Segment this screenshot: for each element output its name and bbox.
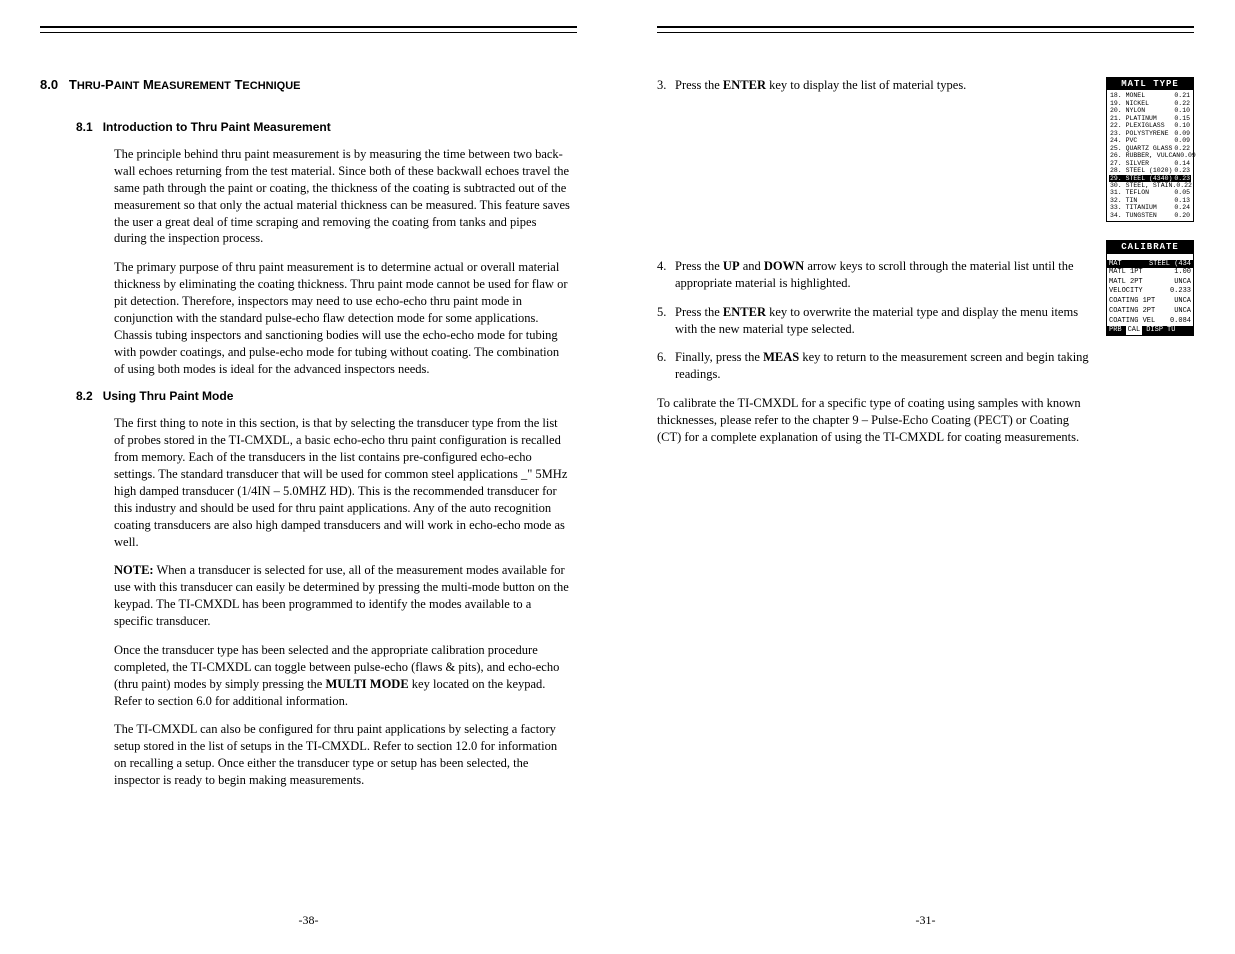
- lcd1-body: 18. MONEL0.2119. NICKEL0.2220. NYLON0.10…: [1107, 90, 1193, 221]
- lcd1-row: 20. NYLON0.10: [1109, 107, 1191, 114]
- lcd2-row: COATING 1PTUNCA: [1107, 297, 1193, 307]
- section-8-heading: 8.0 THRU-PAINT MEASUREMENT TECHNIQUE: [40, 77, 577, 92]
- lcd1-row: 21. PLATINUM0.15: [1109, 115, 1191, 122]
- right-text-column: 3. Press the ENTER key to display the li…: [657, 77, 1096, 446]
- lcd-calibrate: CALIBRATE MAT STEEL (434 MATL 1PT1.00MAT…: [1106, 240, 1194, 335]
- lcd2-row: MATL 2PTUNCA: [1107, 278, 1193, 288]
- para-8-1-b: The primary purpose of thru paint measur…: [40, 259, 577, 377]
- lcd1-row: 29. STEEL (4340)0.23: [1109, 175, 1191, 182]
- lcd1-row: 34. TUNGSTEN0.20: [1109, 212, 1191, 219]
- lcd1-row: 26. RUBBER, VULCAN0.09: [1109, 152, 1191, 159]
- figure-spacer: [657, 106, 1096, 258]
- lcd-matl-type: MATL TYPE 18. MONEL0.2119. NICKEL0.2220.…: [1106, 77, 1194, 222]
- para-8-2-c: The TI-CMXDL can also be configured for …: [40, 721, 577, 789]
- step-6: 6. Finally, press the MEAS key to return…: [657, 349, 1096, 383]
- lcd1-row: 28. STEEL (1020)0.23: [1109, 167, 1191, 174]
- header-rule: [657, 26, 1194, 33]
- lcd2-body: MAT STEEL (434 MATL 1PT1.00MATL 2PTUNCAV…: [1107, 254, 1193, 335]
- lcd1-row: 32. TIN0.13: [1109, 197, 1191, 204]
- lcd1-row: 31. TEFLON0.05: [1109, 189, 1191, 196]
- lcd1-row: 27. SILVER0.14: [1109, 160, 1191, 167]
- summary-paragraph: To calibrate the TI-CMXDL for a specific…: [657, 395, 1096, 446]
- header-rule: [40, 26, 577, 33]
- lcd2-row: COATING VEL0.084: [1107, 317, 1193, 327]
- lcd1-row: 23. POLYSTYRENE0.09: [1109, 130, 1191, 137]
- lcd1-row: 19. NICKEL0.22: [1109, 100, 1191, 107]
- lcd2-title: CALIBRATE: [1107, 241, 1193, 253]
- h1-num: 8.0: [40, 77, 58, 92]
- step-4: 4. Press the UP and DOWN arrow keys to s…: [657, 258, 1096, 292]
- section-8-2-heading: 8.2 Using Thru Paint Mode: [40, 389, 577, 403]
- lcd1-row: 24. PVC0.09: [1109, 137, 1191, 144]
- lcd1-row: 33. TITANIUM0.24: [1109, 204, 1191, 211]
- para-8-2-a: The first thing to note in this section,…: [40, 415, 577, 550]
- lcd1-row: 22. PLEXIGLASS0.10: [1109, 122, 1191, 129]
- page-left: 8.0 THRU-PAINT MEASUREMENT TECHNIQUE 8.1…: [0, 0, 617, 954]
- lcd1-title: MATL TYPE: [1107, 78, 1193, 90]
- section-8-1-heading: 8.1 Introduction to Thru Paint Measureme…: [40, 120, 577, 134]
- lcd2-row: MATL 1PT1.00: [1107, 268, 1193, 278]
- lcd2-header-row: MAT STEEL (434: [1107, 260, 1193, 268]
- page-right: 3. Press the ENTER key to display the li…: [617, 0, 1234, 954]
- right-body: 3. Press the ENTER key to display the li…: [657, 77, 1194, 446]
- step-5: 5. Press the ENTER key to overwrite the …: [657, 304, 1096, 338]
- lcd1-row: 30. STEEL, STAIN.0.22: [1109, 182, 1191, 189]
- step-3: 3. Press the ENTER key to display the li…: [657, 77, 1096, 94]
- lcd2-row: COATING 2PTUNCA: [1107, 307, 1193, 317]
- lcd1-row: 18. MONEL0.21: [1109, 92, 1191, 99]
- right-figures-column: MATL TYPE 18. MONEL0.2119. NICKEL0.2220.…: [1106, 77, 1194, 446]
- lcd1-row: 25. QUARTZ GLASS0.22: [1109, 145, 1191, 152]
- page-number-left: -38-: [0, 913, 617, 928]
- para-8-1-a: The principle behind thru paint measurem…: [40, 146, 577, 247]
- para-8-2-b: Once the transducer type has been select…: [40, 642, 577, 710]
- lcd2-row: VELOCITY0.233: [1107, 287, 1193, 297]
- para-8-2-note: NOTE: When a transducer is selected for …: [40, 562, 577, 630]
- page-number-right: -31-: [617, 913, 1234, 928]
- lcd2-footer-tabs: PRB CAL DISP TU: [1107, 326, 1193, 334]
